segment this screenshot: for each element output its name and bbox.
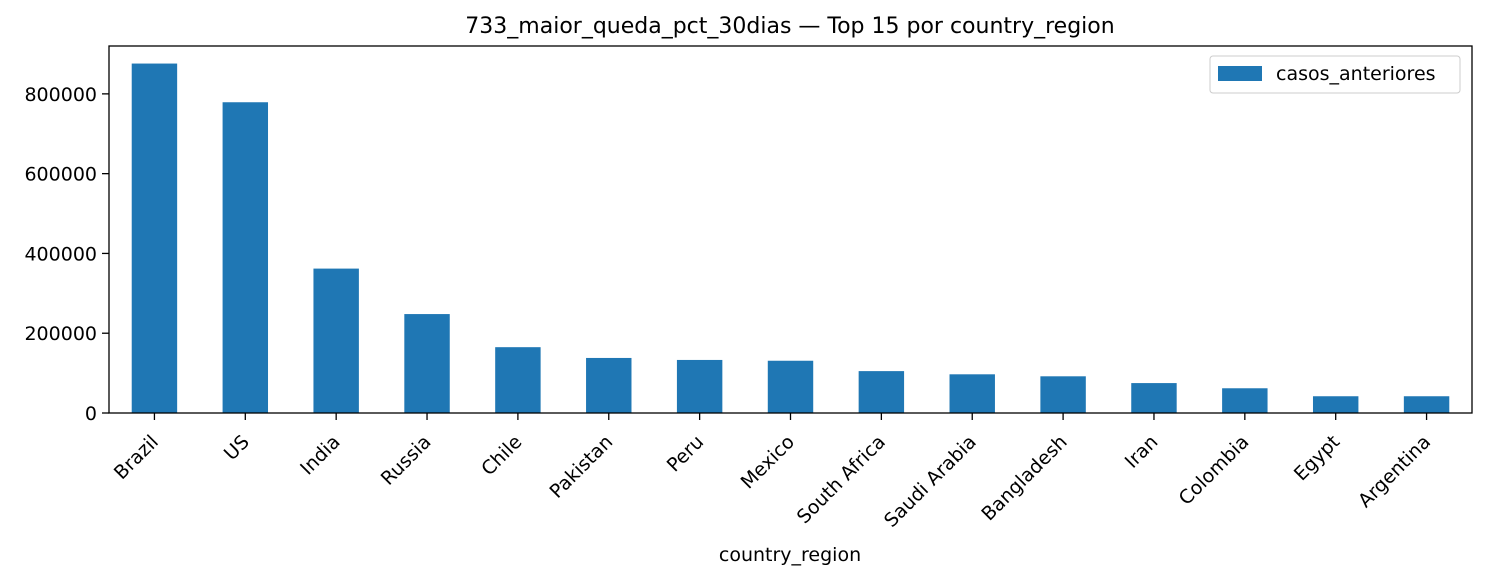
x-tick-label: Saudi Arabia (880, 431, 981, 532)
bar-mexico (767, 360, 814, 413)
x-tick-label: US (220, 431, 254, 465)
y-tick-label: 800000 (24, 84, 97, 106)
x-axis: Brazil US India Russia Chile Pakistan Peru Mexi… (110, 413, 1435, 532)
plot-frame (108, 45, 1473, 414)
x-tick-label: Peru (663, 431, 708, 476)
y-axis: 0 200000 400000 600000 800000 (24, 84, 109, 425)
bar-argentina (1403, 396, 1450, 413)
chart-title: 733_maior_queda_pct_30dias — Top 15 por … (465, 14, 1114, 39)
bar-russia (404, 314, 450, 413)
x-tick-label: Pakistan (545, 431, 617, 503)
x-tick-label: Iran (1121, 431, 1163, 473)
y-tick-label: 200000 (24, 323, 97, 345)
bar-chile (495, 347, 541, 413)
bar-colombia (1222, 388, 1268, 413)
x-tick-label: Egypt (1290, 431, 1344, 485)
bar-saudi-arabia (949, 374, 995, 413)
legend: casos_anteriores (1209, 55, 1461, 94)
x-tick-label: South Africa (793, 431, 890, 528)
y-tick-label: 0 (85, 403, 97, 425)
bar-us (222, 102, 269, 414)
bar-egypt (1312, 396, 1359, 413)
bar-iran (1131, 383, 1177, 413)
bar-peru (676, 359, 723, 413)
x-tick-label: Mexico (737, 431, 799, 493)
bar-pakistan (586, 357, 632, 413)
x-tick-label: Russia (377, 431, 436, 490)
bar-india (313, 268, 359, 413)
bar-brazil (131, 63, 178, 413)
x-tick-label: Bangladesh (977, 431, 1071, 525)
x-tick-label: India (296, 431, 345, 480)
y-tick-label: 400000 (24, 243, 97, 265)
x-axis-label: country_region (719, 544, 861, 566)
x-tick-label: Argentina (1354, 431, 1435, 512)
y-tick-label: 600000 (24, 164, 97, 186)
legend-box (1209, 55, 1461, 94)
x-tick-label: Colombia (1175, 431, 1254, 510)
bars-group (131, 63, 1450, 414)
x-tick-label: Brazil (110, 431, 163, 484)
bar-south-africa (858, 371, 905, 413)
legend-swatch (1218, 66, 1262, 81)
bar-bangladesh (1040, 376, 1086, 413)
x-tick-label: Chile (477, 431, 526, 480)
legend-label: casos_anteriores (1276, 63, 1436, 85)
